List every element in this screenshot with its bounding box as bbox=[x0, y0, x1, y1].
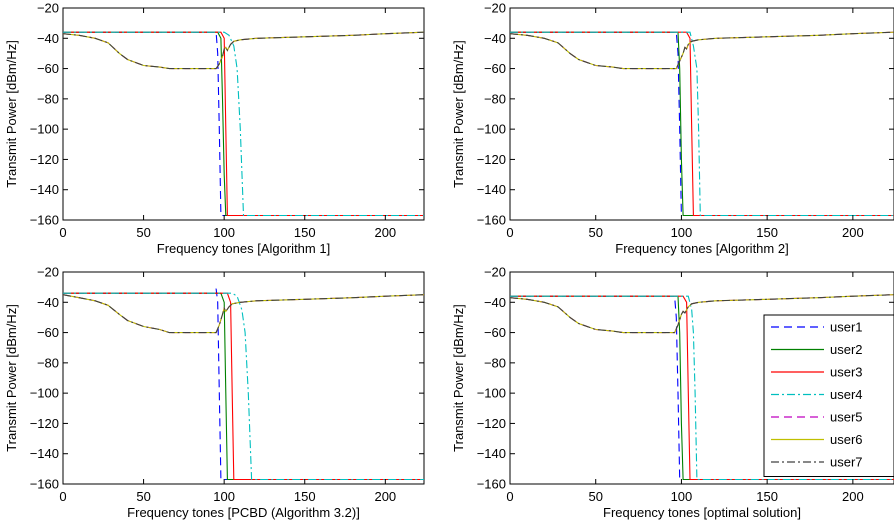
y-tick-label: −100 bbox=[477, 122, 506, 137]
y-tick-label: −100 bbox=[30, 122, 59, 137]
y-axis-label: Transmit Power [dBm/Hz] bbox=[451, 40, 466, 188]
y-tick-label: −140 bbox=[30, 182, 59, 197]
y-tick-label: −140 bbox=[30, 446, 59, 461]
x-tick-label: 50 bbox=[588, 489, 602, 504]
y-tick-label: −160 bbox=[477, 213, 506, 228]
x-tick-label: 200 bbox=[374, 489, 396, 504]
x-tick-label: 150 bbox=[294, 225, 316, 240]
legend-label-user2: user2 bbox=[830, 342, 863, 357]
x-tick-label: 0 bbox=[59, 489, 66, 504]
y-tick-label: −100 bbox=[30, 386, 59, 401]
x-tick-label: 150 bbox=[294, 489, 316, 504]
series-line-user7 bbox=[510, 294, 894, 334]
y-tick-label: −60 bbox=[484, 61, 506, 76]
x-tick-label: 0 bbox=[506, 225, 513, 240]
x-tick-label: 0 bbox=[506, 489, 513, 504]
y-tick-label: −40 bbox=[37, 31, 59, 46]
x-tick-label: 100 bbox=[671, 489, 693, 504]
series-line-user4 bbox=[63, 31, 424, 217]
y-tick-label: −140 bbox=[477, 182, 506, 197]
y-tick-label: −120 bbox=[30, 152, 59, 167]
x-tick-label: 200 bbox=[842, 489, 864, 504]
x-tick-label: 100 bbox=[213, 489, 235, 504]
x-axis-label: Frequency tones [PCBD (Algorithm 3.2)] bbox=[127, 505, 360, 520]
y-tick-label: −20 bbox=[484, 1, 506, 16]
series-line-user7 bbox=[510, 31, 894, 70]
x-axis-label: Frequency tones [Algorithm 2] bbox=[615, 241, 788, 256]
subplot-2: 0 50 100 150 200 −160 −140 −120 −100 −80 −60 −40 −20… bbox=[451, 1, 894, 256]
y-tick-label: −120 bbox=[477, 416, 506, 431]
x-tick-label: 50 bbox=[588, 225, 602, 240]
y-tick-label: −160 bbox=[30, 213, 59, 228]
y-tick-label: −160 bbox=[477, 477, 506, 492]
x-tick-label: 0 bbox=[59, 225, 66, 240]
x-tick-label: 50 bbox=[136, 489, 150, 504]
legend-label-user6: user6 bbox=[830, 432, 863, 447]
series-line-user7 bbox=[63, 294, 424, 334]
x-tick-label: 150 bbox=[756, 489, 778, 504]
plot-area bbox=[510, 294, 894, 481]
y-axis-label: Transmit Power [dBm/Hz] bbox=[451, 304, 466, 452]
plot-area bbox=[63, 31, 424, 217]
legend-label-user3: user3 bbox=[830, 365, 863, 380]
subplot-4: 0 50 100 150 200 −160 −140 −120 −100 −80 −60 −40 −20… bbox=[451, 265, 894, 520]
y-tick-label: −20 bbox=[484, 265, 506, 280]
y-tick-label: −60 bbox=[37, 325, 59, 340]
series-line-user1 bbox=[63, 288, 424, 481]
y-tick-label: −80 bbox=[484, 91, 506, 106]
legend-label-user1: user1 bbox=[830, 320, 863, 335]
y-tick-label: −80 bbox=[484, 355, 506, 370]
series-line-user1 bbox=[510, 295, 894, 481]
series-line-user1 bbox=[510, 31, 894, 217]
legend-box bbox=[763, 314, 894, 477]
x-tick-label: 150 bbox=[756, 225, 778, 240]
axes-frame bbox=[62, 271, 425, 485]
x-axis-label: Frequency tones [Algorithm 1] bbox=[157, 241, 330, 256]
x-tick-label: 100 bbox=[213, 225, 235, 240]
x-tick-label: 100 bbox=[671, 225, 693, 240]
y-tick-label: −20 bbox=[37, 1, 59, 16]
y-tick-label: −100 bbox=[477, 386, 506, 401]
series-line-user4 bbox=[510, 31, 894, 217]
y-tick-label: −160 bbox=[30, 477, 59, 492]
x-tick-label: 200 bbox=[842, 225, 864, 240]
x-tick-label: 200 bbox=[374, 225, 396, 240]
legend: user1 user2 user3 user4 user5 user6 user7 bbox=[763, 314, 894, 477]
legend-label-user7: user7 bbox=[830, 455, 863, 470]
y-axis-label: Transmit Power [dBm/Hz] bbox=[4, 304, 19, 452]
y-tick-label: −80 bbox=[37, 355, 59, 370]
y-tick-label: −80 bbox=[37, 91, 59, 106]
subplot-1: 0 50 100 150 200 −160 −140 −120 −100 −80 −60 −40 −20… bbox=[4, 1, 425, 256]
y-tick-label: −140 bbox=[477, 446, 506, 461]
plot-area bbox=[63, 288, 424, 481]
subplot-3: 0 50 100 150 200 −160 −140 −120 −100 −80 −60 −40 −20… bbox=[4, 265, 425, 520]
legend-label-user4: user4 bbox=[830, 387, 863, 402]
series-line-user4 bbox=[510, 295, 894, 481]
y-tick-label: −60 bbox=[484, 325, 506, 340]
y-axis-label: Transmit Power [dBm/Hz] bbox=[4, 40, 19, 188]
axes-frame bbox=[509, 7, 894, 221]
axes-frame bbox=[62, 7, 425, 221]
y-tick-label: −40 bbox=[37, 295, 59, 310]
y-tick-label: −60 bbox=[37, 61, 59, 76]
y-tick-label: −20 bbox=[37, 265, 59, 280]
y-tick-label: −120 bbox=[477, 152, 506, 167]
series-line-user6 bbox=[63, 31, 424, 70]
plot-area bbox=[510, 31, 894, 217]
legend-label-user5: user5 bbox=[830, 410, 863, 425]
y-tick-label: −40 bbox=[484, 295, 506, 310]
y-tick-label: −120 bbox=[30, 416, 59, 431]
x-axis-label: Frequency tones [optimal solution] bbox=[603, 505, 801, 520]
y-tick-label: −40 bbox=[484, 31, 506, 46]
x-tick-label: 50 bbox=[136, 225, 150, 240]
